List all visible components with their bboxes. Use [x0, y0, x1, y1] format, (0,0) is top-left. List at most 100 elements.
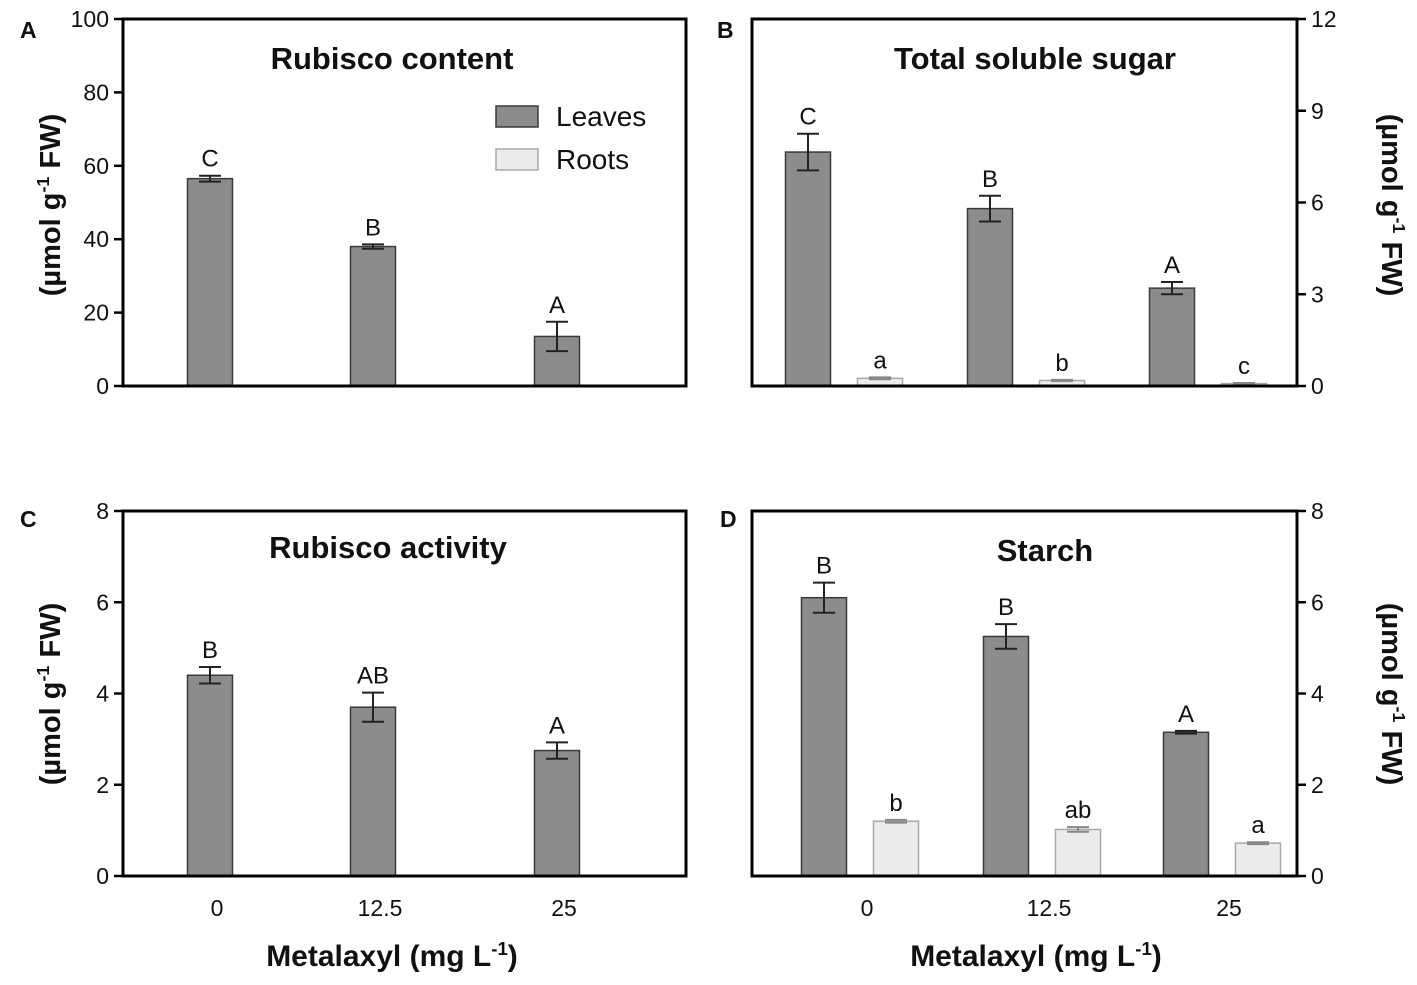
x-tick-label: 12.5: [358, 895, 403, 921]
label-superscript: -1: [1389, 706, 1409, 722]
label-part: FW): [35, 603, 67, 666]
bar-leaves-0: [800, 596, 848, 877]
significance-letter: A: [549, 292, 565, 319]
bar-leaves-0: [186, 177, 234, 387]
x-tick-label: 12.5: [1027, 895, 1072, 921]
y-tick-label: 0: [96, 863, 109, 889]
y-axis-label: (µmol g-1 FW): [33, 114, 67, 297]
label-part: FW): [35, 114, 67, 177]
y-axis-label: (µmol g-1 FW): [1375, 603, 1409, 786]
y-tick-label: 9: [1311, 98, 1324, 124]
y-tick-label: 6: [1311, 190, 1324, 216]
significance-letter: B: [816, 553, 832, 580]
panel-title: Rubisco content: [271, 41, 514, 76]
label-part: FW): [1375, 722, 1407, 785]
y-tick-label: 12: [1311, 6, 1337, 32]
y-tick-label: 6: [96, 589, 109, 615]
panel-title: Total soluble sugar: [894, 41, 1176, 76]
bar-leaves-1: [982, 635, 1030, 877]
significance-letter: b: [889, 790, 902, 817]
y-tick-label: 20: [83, 300, 109, 326]
panel-c: B AB A 0 2 4 6 8 0 12.5 25 C Rubisco activity (µmol g…: [20, 498, 688, 973]
panel-letter: C: [20, 506, 37, 532]
label-superscript: -1: [1135, 938, 1152, 959]
panel-b: C B Aa b c 0 3 6 9 12 B Total soluble sugar (µmol g-…: [717, 6, 1409, 399]
y-tick-label: 0: [1311, 373, 1324, 399]
y-axis-label: (µmol g-1 FW): [1375, 114, 1409, 297]
bar-leaves-1: [349, 706, 397, 877]
y-tick-label: 0: [96, 373, 109, 399]
bar-leaves-2: [1148, 287, 1196, 387]
panel-letter: A: [20, 17, 37, 43]
x-tick-label: 0: [211, 895, 224, 921]
label-part: (µmol g: [1375, 114, 1407, 218]
label-part: (µmol g: [35, 193, 67, 297]
bar-leaves-0: [784, 151, 832, 387]
significance-letter: a: [873, 347, 887, 374]
bar-roots-0: [872, 820, 920, 877]
label-part: ): [508, 940, 518, 973]
y-tick-label: 4: [96, 681, 109, 707]
bar-leaves-0: [186, 674, 234, 877]
significance-letter: A: [549, 712, 565, 739]
label-superscript: -1: [33, 666, 53, 682]
significance-letter: C: [799, 104, 816, 131]
significance-letter: c: [1238, 353, 1250, 380]
panel-letter: D: [720, 506, 737, 532]
y-tick-label: 100: [71, 6, 109, 32]
label-part: Metalaxyl (mg L: [910, 940, 1135, 973]
significance-letter: B: [982, 166, 998, 193]
x-tick-label: 25: [551, 895, 577, 921]
significance-letter: ab: [1065, 797, 1092, 824]
label-superscript: -1: [1389, 217, 1409, 233]
legend-label-leaves: Leaves: [556, 101, 646, 132]
x-axis-label: Metalaxyl (mg L-1): [266, 938, 518, 973]
significance-letter: b: [1055, 350, 1068, 377]
significance-letter: a: [1251, 812, 1265, 839]
y-tick-label: 8: [1311, 498, 1324, 524]
label-part: FW): [1375, 233, 1407, 296]
bar-leaves-2: [1162, 731, 1210, 877]
y-tick-label: 3: [1311, 281, 1324, 307]
y-tick-label: 0: [1311, 863, 1324, 889]
x-axis-label: Metalaxyl (mg L-1): [910, 938, 1162, 973]
legend-swatch-leaves: [495, 105, 539, 128]
y-tick-label: 8: [96, 498, 109, 524]
y-tick-label: 40: [83, 226, 109, 252]
bar-leaves-2: [533, 749, 581, 877]
y-axis-label: (µmol g-1 FW): [33, 603, 67, 786]
legend-swatch-roots: [495, 148, 539, 171]
significance-letter: B: [998, 594, 1014, 621]
y-tick-label: 2: [96, 772, 109, 798]
label-superscript: -1: [33, 177, 53, 193]
panel-title: Starch: [997, 533, 1093, 568]
panel-title: Rubisco activity: [269, 530, 507, 565]
significance-letter: B: [202, 637, 218, 664]
x-tick-label: 25: [1216, 895, 1242, 921]
label-superscript: -1: [491, 938, 508, 959]
panel-letter: B: [717, 17, 734, 43]
bar-roots-2: [1234, 842, 1282, 877]
label-part: Metalaxyl (mg L: [266, 940, 491, 973]
panel-a: C B A 0 20 40 60 80 100 A Rubisco content (µmol g-1…: [20, 6, 688, 399]
plot-frame: [121, 17, 688, 388]
label-part: ): [1152, 940, 1162, 973]
significance-letter: A: [1178, 701, 1194, 728]
bar-roots-1: [1054, 828, 1102, 877]
significance-letter: B: [365, 214, 381, 241]
y-tick-label: 80: [83, 79, 109, 105]
bar-leaves-1: [966, 207, 1014, 387]
label-part: (µmol g: [35, 682, 67, 786]
y-tick-label: 6: [1311, 589, 1324, 615]
legend-label-roots: Roots: [556, 144, 629, 175]
y-tick-label: 4: [1311, 681, 1324, 707]
label-part: (µmol g: [1375, 603, 1407, 707]
x-tick-label: 0: [861, 895, 874, 921]
y-tick-label: 60: [83, 153, 109, 179]
significance-letter: AB: [357, 663, 389, 690]
significance-letter: A: [1164, 252, 1180, 279]
significance-letter: C: [201, 146, 218, 173]
bar-leaves-1: [349, 245, 397, 387]
